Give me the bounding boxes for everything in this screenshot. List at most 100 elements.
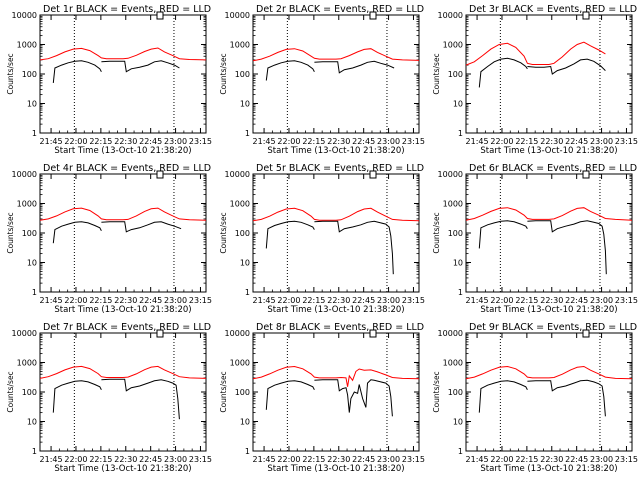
x-axis-label: Start Time (13-Oct-10 21:38:20) bbox=[54, 146, 191, 156]
y-tick-label: 100 bbox=[235, 388, 250, 397]
series-line-lld bbox=[465, 41, 606, 66]
y-tick-label: 10 bbox=[453, 418, 463, 427]
series-line-events bbox=[478, 380, 528, 413]
panel-title: Det 7r BLACK = Events, RED = LLD bbox=[43, 322, 211, 333]
plot-frame bbox=[465, 14, 633, 134]
x-tick-label: 22:45 bbox=[139, 137, 162, 146]
y-tick-label: 100 bbox=[448, 388, 463, 397]
series-line-lld bbox=[39, 47, 207, 61]
x-tick-label: 22:00 bbox=[277, 296, 300, 305]
y-tick-label: 10000 bbox=[225, 11, 250, 20]
x-tick-label: 22:45 bbox=[565, 137, 588, 146]
x-tick-label: 22:15 bbox=[89, 296, 112, 305]
y-tick-label: 10000 bbox=[12, 11, 37, 20]
panel-title: Det 3r BLACK = Events, RED = LLD bbox=[469, 4, 637, 15]
x-tick-label: 21:45 bbox=[40, 455, 63, 464]
x-tick-label: 22:30 bbox=[114, 137, 137, 146]
series-line-events bbox=[52, 60, 102, 83]
series-line-events bbox=[314, 379, 393, 417]
x-tick-label: 21:45 bbox=[253, 137, 276, 146]
series-line-lld bbox=[252, 207, 420, 222]
series-line-events bbox=[314, 220, 394, 275]
y-tick-label: 100 bbox=[448, 70, 463, 79]
x-tick-label: 22:15 bbox=[515, 296, 538, 305]
x-tick-label: 21:45 bbox=[253, 455, 276, 464]
title-marker bbox=[582, 329, 590, 338]
detector-panel-8: Det 8r BLACK = Events, RED = LLD 1 10 100 10… bbox=[219, 322, 425, 474]
y-tick-label: 10 bbox=[240, 418, 250, 427]
x-tick-label: 22:30 bbox=[327, 137, 350, 146]
title-marker bbox=[582, 11, 590, 20]
x-tick-label: 22:15 bbox=[515, 137, 538, 146]
x-tick-label: 22:45 bbox=[565, 296, 588, 305]
y-axis-label: Counts/sec bbox=[219, 212, 228, 253]
x-tick-label: 23:00 bbox=[377, 137, 400, 146]
x-tick-label: 22:45 bbox=[352, 296, 375, 305]
y-tick-label: 10000 bbox=[438, 11, 463, 20]
panel-title: Det 8r BLACK = Events, RED = LLD bbox=[256, 322, 424, 333]
title-marker bbox=[369, 329, 377, 338]
title-marker bbox=[582, 170, 590, 179]
x-tick-label: 23:00 bbox=[590, 455, 613, 464]
y-tick-label: 1000 bbox=[230, 359, 250, 368]
y-tick-label: 100 bbox=[235, 70, 250, 79]
x-tick-label: 22:00 bbox=[64, 137, 87, 146]
y-tick-label: 10000 bbox=[438, 170, 463, 179]
x-tick-label: 22:45 bbox=[352, 455, 375, 464]
title-marker bbox=[369, 11, 377, 20]
x-tick-label: 23:00 bbox=[164, 137, 187, 146]
plot-frame bbox=[252, 173, 420, 293]
x-axis-label: Start Time (13-Oct-10 21:38:20) bbox=[480, 305, 617, 315]
x-tick-label: 23:15 bbox=[402, 296, 425, 305]
y-tick-label: 10 bbox=[453, 259, 463, 268]
y-tick-label: 10000 bbox=[12, 170, 37, 179]
x-tick-label: 23:00 bbox=[377, 296, 400, 305]
x-tick-label: 22:30 bbox=[114, 455, 137, 464]
detector-panel-6: Det 6r BLACK = Events, RED = LLD 1 10 100 10… bbox=[432, 163, 638, 315]
panel-title: Det 2r BLACK = Events, RED = LLD bbox=[256, 4, 424, 15]
x-tick-label: 22:15 bbox=[89, 137, 112, 146]
plot-frame bbox=[39, 332, 207, 452]
y-tick-label: 10 bbox=[453, 100, 463, 109]
x-tick-label: 23:15 bbox=[189, 455, 212, 464]
x-tick-label: 22:30 bbox=[327, 455, 350, 464]
x-tick-label: 23:00 bbox=[377, 455, 400, 464]
title-marker bbox=[156, 11, 164, 20]
y-axis-label: Counts/sec bbox=[6, 53, 15, 94]
series-line-events bbox=[527, 220, 607, 275]
x-tick-label: 22:30 bbox=[114, 296, 137, 305]
series-line-events bbox=[101, 221, 182, 233]
series-line-lld bbox=[252, 365, 420, 387]
series-line-events bbox=[478, 220, 528, 249]
x-tick-label: 23:00 bbox=[164, 296, 187, 305]
series-line-events bbox=[52, 221, 102, 244]
x-tick-label: 22:30 bbox=[327, 296, 350, 305]
x-tick-label: 23:15 bbox=[615, 137, 638, 146]
x-tick-label: 22:15 bbox=[302, 455, 325, 464]
y-axis-label: Counts/sec bbox=[219, 371, 228, 412]
y-tick-label: 1000 bbox=[443, 359, 463, 368]
x-tick-label: 22:15 bbox=[302, 137, 325, 146]
y-axis-label: Counts/sec bbox=[6, 212, 15, 253]
x-tick-label: 23:15 bbox=[615, 296, 638, 305]
x-tick-label: 22:00 bbox=[490, 137, 513, 146]
x-tick-label: 22:00 bbox=[490, 455, 513, 464]
y-tick-label: 10000 bbox=[438, 329, 463, 338]
x-axis-label: Start Time (13-Oct-10 21:38:20) bbox=[54, 305, 191, 315]
y-tick-label: 1 bbox=[245, 129, 250, 138]
detector-panel-9: Det 9r BLACK = Events, RED = LLD 1 10 100 10… bbox=[432, 322, 638, 474]
panel-title: Det 9r BLACK = Events, RED = LLD bbox=[469, 322, 637, 333]
y-tick-label: 100 bbox=[235, 229, 250, 238]
y-tick-label: 10000 bbox=[225, 329, 250, 338]
y-tick-label: 1 bbox=[458, 129, 463, 138]
plot-frame bbox=[252, 14, 420, 134]
x-tick-label: 23:15 bbox=[189, 137, 212, 146]
y-tick-label: 10 bbox=[240, 100, 250, 109]
y-tick-label: 1 bbox=[32, 288, 37, 297]
x-tick-label: 23:15 bbox=[402, 455, 425, 464]
x-tick-label: 22:00 bbox=[277, 137, 300, 146]
y-tick-label: 10 bbox=[240, 259, 250, 268]
x-tick-label: 21:45 bbox=[40, 296, 63, 305]
series-line-events bbox=[101, 378, 180, 420]
